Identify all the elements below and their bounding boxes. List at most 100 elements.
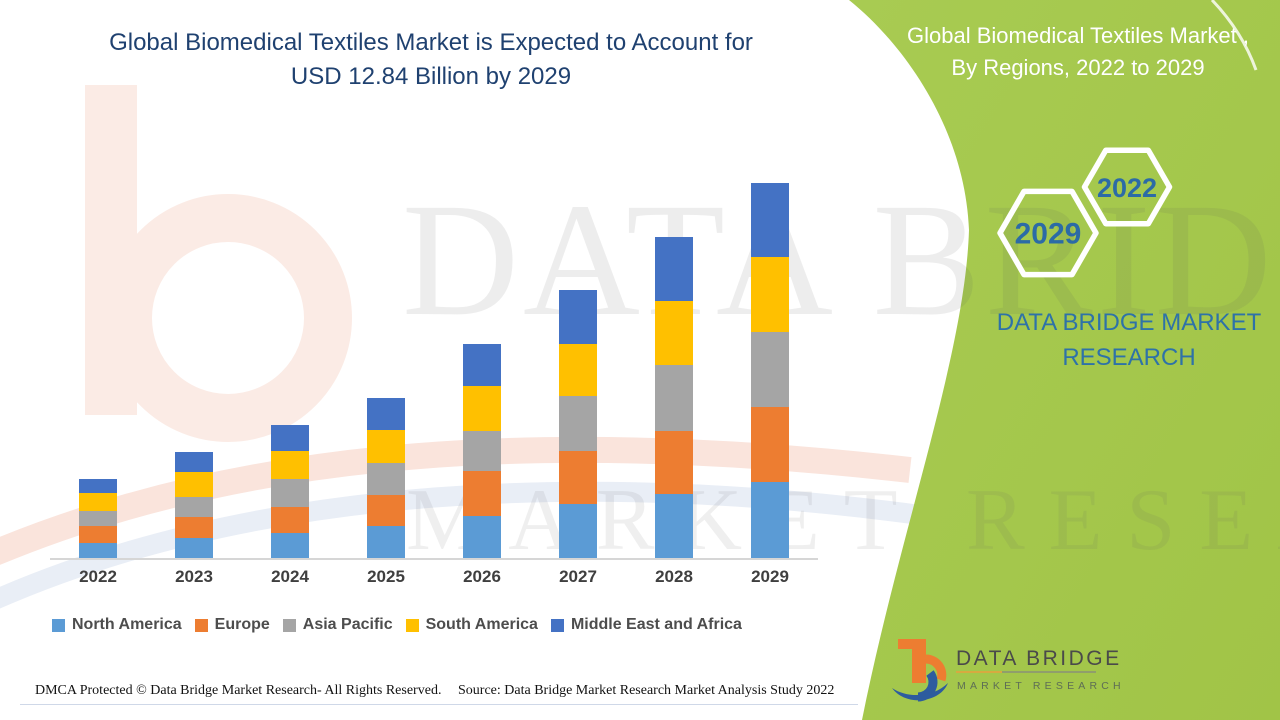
bar-segment-middle-east-and-africa-2027 bbox=[559, 290, 597, 345]
bar-segment-south-america-2027 bbox=[559, 344, 597, 397]
bar-segment-europe-2028 bbox=[655, 431, 693, 495]
bar-segment-south-america-2026 bbox=[463, 386, 501, 431]
stacked-bar-2023 bbox=[175, 452, 213, 558]
bar-segment-middle-east-and-africa-2025 bbox=[367, 397, 405, 430]
bar-segment-europe-2024 bbox=[271, 506, 309, 533]
bar-segment-north-america-2025 bbox=[367, 525, 405, 558]
bar-segment-north-america-2024 bbox=[271, 532, 309, 558]
bar-segment-south-america-2029 bbox=[751, 257, 789, 333]
stacked-bar-2028 bbox=[655, 237, 693, 558]
legend-swatch-south-america bbox=[405, 618, 419, 632]
bar-segment-europe-2022 bbox=[79, 526, 117, 544]
bar-segment-asia-pacific-2027 bbox=[559, 396, 597, 452]
logo-wordmark: DATA BRIDGE bbox=[956, 647, 1120, 670]
stacked-bar-2029 bbox=[751, 183, 789, 558]
bar-segment-north-america-2029 bbox=[751, 482, 789, 558]
x-axis-label-2029: 2029 bbox=[751, 567, 789, 586]
footer-divider-line bbox=[20, 704, 858, 705]
bar-segment-asia-pacific-2022 bbox=[79, 511, 117, 527]
bar-2029 bbox=[722, 170, 818, 558]
bar-segment-asia-pacific-2023 bbox=[175, 497, 213, 518]
bar-segment-middle-east-and-africa-2026 bbox=[463, 344, 501, 386]
legend-swatch-asia-pacific bbox=[282, 618, 296, 632]
bar-2024 bbox=[242, 170, 338, 558]
x-axis-label-2026: 2026 bbox=[463, 567, 501, 586]
legend-item-asia-pacific: Asia Pacific bbox=[282, 616, 393, 634]
stacked-bar-2022 bbox=[79, 479, 117, 558]
legend-swatch-north-america bbox=[52, 618, 65, 632]
logo-b-stem bbox=[898, 639, 926, 683]
chart-title-line1: Global Biomedical Textiles Market is Exp… bbox=[109, 29, 753, 56]
bar-segment-north-america-2022 bbox=[79, 543, 117, 558]
chart-title-line2: USD 12.84 Billion by 2029 bbox=[290, 63, 572, 91]
bar-segment-middle-east-and-africa-2028 bbox=[655, 237, 693, 302]
chart-title: Global Biomedical Textiles Market is Exp… bbox=[60, 26, 802, 94]
hexagon-2029 bbox=[997, 188, 1099, 278]
x-axis-label-2024: 2024 bbox=[271, 567, 309, 586]
footer-source-text: Source: Data Bridge Market Research Mark… bbox=[458, 683, 835, 698]
logo-b-bowl-orange bbox=[925, 654, 947, 682]
logo-swoosh bbox=[892, 683, 948, 701]
bar-segment-europe-2026 bbox=[463, 471, 501, 516]
bar-segment-north-america-2026 bbox=[463, 516, 501, 558]
bar-segment-middle-east-and-africa-2029 bbox=[751, 183, 789, 258]
bar-segment-europe-2025 bbox=[367, 494, 405, 526]
panel-title-line2: By Regions, 2022 to 2029 bbox=[951, 54, 1205, 80]
bar-segment-south-america-2025 bbox=[367, 429, 405, 463]
green-panel-shape bbox=[849, 0, 1280, 720]
bar-segment-middle-east-and-africa-2024 bbox=[271, 424, 309, 451]
stacked-bar-2026 bbox=[463, 344, 501, 558]
legend-swatch-europe bbox=[194, 618, 208, 632]
x-axis-label-2027: 2027 bbox=[559, 567, 597, 586]
bar-segment-middle-east-and-africa-2022 bbox=[79, 479, 117, 494]
bar-segment-europe-2029 bbox=[751, 407, 789, 483]
watermark-b-bowl bbox=[104, 194, 352, 442]
brand-text: DATA BRIDGE MARKET RESEARCH bbox=[996, 309, 1262, 371]
bar-segment-asia-pacific-2025 bbox=[367, 462, 405, 495]
legend-swatch-middle-east-and-africa bbox=[550, 618, 564, 632]
panel-title-line1: Global Biomedical Textiles Market , bbox=[907, 23, 1249, 48]
x-axis-label-2022: 2022 bbox=[79, 567, 117, 586]
legend-item-south-america: South America bbox=[405, 616, 538, 634]
bar-segment-middle-east-and-africa-2023 bbox=[175, 452, 213, 473]
bar-segment-south-america-2022 bbox=[79, 493, 117, 512]
x-axis-labels: 2022 2023 2024 2025 2026 2027 2028 2029 bbox=[50, 567, 818, 587]
bar-segment-asia-pacific-2028 bbox=[655, 365, 693, 432]
bar-segment-europe-2027 bbox=[559, 451, 597, 504]
bar-2023 bbox=[146, 170, 242, 558]
footer-dmca-text: DMCA Protected © Data Bridge Market Rese… bbox=[35, 683, 442, 698]
stacked-bar-2024 bbox=[271, 424, 309, 558]
stacked-bar-2027 bbox=[559, 290, 597, 558]
legend-label-north-america: North America bbox=[72, 616, 182, 633]
legend-label-middle-east-and-africa: Middle East and Africa bbox=[570, 616, 742, 633]
bar-segment-north-america-2028 bbox=[655, 494, 693, 558]
hexagon-2029-label: 2029 bbox=[1015, 218, 1082, 251]
bar-chart-plot-area bbox=[50, 170, 818, 560]
x-axis-label-2023: 2023 bbox=[175, 567, 213, 586]
logo-subtitle: MARKET RESEARCH bbox=[957, 680, 1120, 692]
hexagon-2022 bbox=[1081, 147, 1173, 227]
bar-segment-asia-pacific-2029 bbox=[751, 332, 789, 408]
legend-item-middle-east-and-africa: Middle East and Africa bbox=[550, 616, 742, 634]
bar-segment-asia-pacific-2024 bbox=[271, 478, 309, 507]
bar-segment-south-america-2023 bbox=[175, 472, 213, 498]
bar-2027 bbox=[530, 170, 626, 558]
chart-legend: North America Europe Asia Pacific South Ame… bbox=[52, 616, 742, 634]
bar-segment-north-america-2027 bbox=[559, 504, 597, 558]
legend-label-europe: Europe bbox=[214, 616, 270, 633]
bar-2022 bbox=[50, 170, 146, 558]
bar-2026 bbox=[434, 170, 530, 558]
bar-segment-europe-2023 bbox=[175, 517, 213, 539]
decor-white-arc bbox=[1210, 0, 1258, 71]
x-axis-label-2028: 2028 bbox=[655, 567, 693, 586]
panel-title: Global Biomedical Textiles Market , By R… bbox=[880, 20, 1276, 84]
legend-item-europe: Europe bbox=[194, 616, 270, 634]
data-bridge-logo: DATA BRIDGE MARKET RESEARCH bbox=[892, 639, 1120, 702]
legend-label-south-america: South America bbox=[425, 616, 538, 633]
bar-segment-asia-pacific-2026 bbox=[463, 431, 501, 471]
bar-segment-north-america-2023 bbox=[175, 538, 213, 558]
bar-2028 bbox=[626, 170, 722, 558]
stacked-bar-2025 bbox=[367, 397, 405, 558]
